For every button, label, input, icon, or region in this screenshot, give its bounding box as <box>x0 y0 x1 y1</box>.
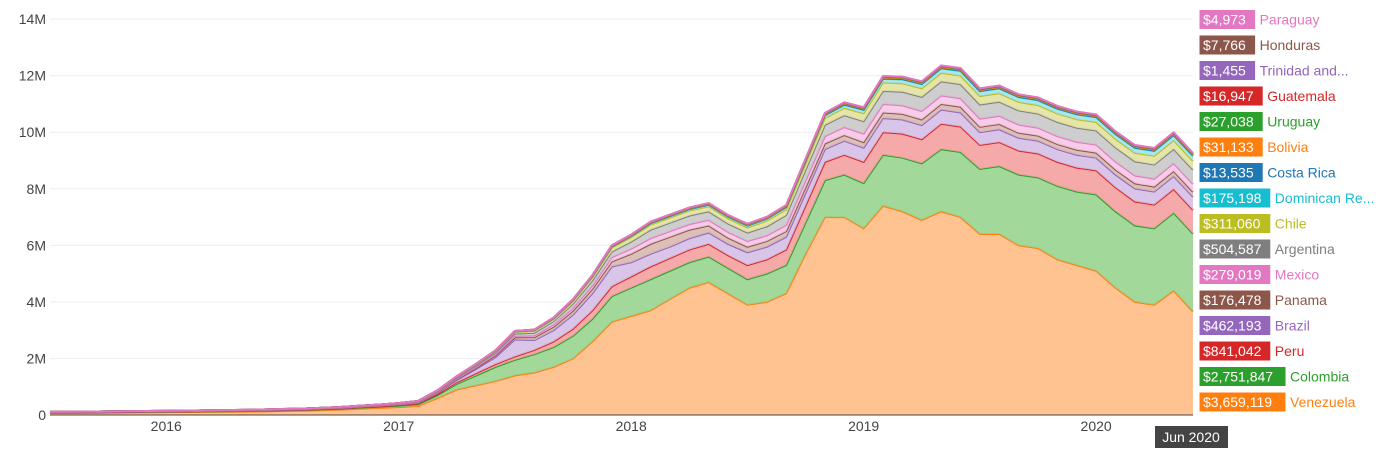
hover-series-name: Honduras <box>1260 37 1321 53</box>
hover-value: $3,659,119 <box>1203 394 1272 410</box>
hover-label-brazil: $462,193 Brazil <box>1198 315 1310 336</box>
hover-value: $311,060 <box>1203 216 1261 232</box>
hover-value: $176,478 <box>1203 292 1262 308</box>
hover-label-argentina: $504,587 Argentina <box>1198 238 1335 260</box>
x-tick-label: 2019 <box>848 418 879 434</box>
y-tick-label: 2M <box>27 350 46 366</box>
hover-value-box <box>1198 340 1272 362</box>
y-tick-label: 0 <box>38 407 46 423</box>
hover-value-box <box>1198 187 1272 209</box>
hover-value-box <box>1198 111 1264 132</box>
hover-x-text: Jun 2020 <box>1162 429 1220 445</box>
hover-label-peru: $841,042 Peru <box>1198 340 1305 362</box>
hover-value: $7,766 <box>1203 37 1246 53</box>
hover-series-name: Chile <box>1275 216 1307 232</box>
hover-value: $31,133 <box>1203 139 1254 155</box>
hover-x-label: Jun 2020 <box>1155 426 1228 448</box>
hover-value-box <box>1198 238 1272 260</box>
line-paraguay <box>49 64 1194 413</box>
hover-label-panama: $176,478 Panama <box>1198 289 1327 311</box>
hover-value-box <box>1198 213 1272 234</box>
hover-value: $2,751,847 <box>1203 369 1273 385</box>
hover-value: $16,947 <box>1203 88 1254 104</box>
hover-value: $462,193 <box>1203 318 1262 334</box>
hover-value: $1,455 <box>1203 63 1246 79</box>
hover-label-trinidad-and-: $1,455 Trinidad and... <box>1198 60 1349 81</box>
hover-label-venezuela: $3,659,119 Venezuela <box>1198 391 1356 413</box>
hover-labels: $3,659,119 Venezuela $2,751,847 Colombia $84… <box>1155 9 1375 448</box>
x-tick-label: 2017 <box>383 418 414 434</box>
hover-value-box <box>1198 162 1264 183</box>
hover-series-name: Colombia <box>1290 369 1349 385</box>
series-areas <box>49 64 1194 415</box>
hover-label-bolivia: $31,133 Bolivia <box>1198 136 1309 158</box>
hover-series-name: Peru <box>1275 343 1305 359</box>
y-tick-label: 12M <box>19 68 46 84</box>
y-tick-label: 4M <box>27 294 46 310</box>
hover-label-dominican-re-: $175,198 Dominican Re... <box>1198 187 1375 209</box>
hover-value-box <box>1198 85 1264 107</box>
area-venezuela[interactable] <box>50 205 1193 415</box>
x-tick-label: 2018 <box>616 418 647 434</box>
hover-series-name: Brazil <box>1275 318 1310 334</box>
hover-x-box <box>1155 426 1228 448</box>
hover-value-box <box>1198 391 1287 413</box>
hover-value-box <box>1198 136 1264 158</box>
hover-series-name: Uruguay <box>1267 114 1320 130</box>
hover-value: $27,038 <box>1203 114 1254 130</box>
hover-value: $13,535 <box>1203 165 1254 181</box>
hover-value-box <box>1198 366 1287 387</box>
hover-label-costa-rica: $13,535 Costa Rica <box>1198 162 1336 183</box>
hover-label-uruguay: $27,038 Uruguay <box>1198 111 1320 132</box>
hover-value-box <box>1198 34 1257 56</box>
hover-series-name: Paraguay <box>1260 12 1320 28</box>
hover-label-honduras: $7,766 Honduras <box>1198 34 1321 56</box>
hover-series-name: Dominican Re... <box>1275 190 1375 206</box>
hover-series-name: Mexico <box>1275 267 1320 283</box>
x-tick-label: 2016 <box>151 418 182 434</box>
hover-value: $504,587 <box>1203 241 1262 257</box>
hover-series-name: Bolivia <box>1267 139 1308 155</box>
hover-value: $175,198 <box>1203 190 1262 206</box>
hover-value: $279,019 <box>1203 267 1262 283</box>
hover-value-box <box>1198 315 1272 336</box>
hover-series-name: Trinidad and... <box>1260 63 1349 79</box>
hover-series-name: Costa Rica <box>1267 165 1336 181</box>
hover-value-box <box>1198 60 1257 81</box>
x-tick-label: 2020 <box>1081 418 1112 434</box>
hover-series-name: Venezuela <box>1290 394 1356 410</box>
hover-label-chile: $311,060 Chile <box>1198 213 1307 234</box>
hover-series-name: Panama <box>1275 292 1327 308</box>
y-tick-label: 6M <box>27 237 46 253</box>
hover-label-guatemala: $16,947 Guatemala <box>1198 85 1336 107</box>
hover-series-name: Argentina <box>1275 241 1335 257</box>
y-tick-label: 8M <box>27 181 46 197</box>
y-tick-label: 10M <box>19 124 46 140</box>
hover-value: $841,042 <box>1203 343 1262 359</box>
hover-series-name: Guatemala <box>1267 88 1336 104</box>
hover-label-mexico: $279,019 Mexico <box>1198 264 1320 285</box>
hover-label-paraguay: $4,973 Paraguay <box>1198 9 1320 30</box>
hover-value-box <box>1198 9 1257 30</box>
hover-value-box <box>1198 264 1272 285</box>
hover-label-colombia: $2,751,847 Colombia <box>1198 366 1349 387</box>
hover-value-box <box>1198 289 1272 311</box>
axes: 0 2M 4M 6M 8M 10M 12M 14M 2016 2017 2018 2019 2020 <box>19 11 1193 434</box>
y-tick-label: 14M <box>19 11 46 27</box>
hover-value: $4,973 <box>1203 12 1246 28</box>
